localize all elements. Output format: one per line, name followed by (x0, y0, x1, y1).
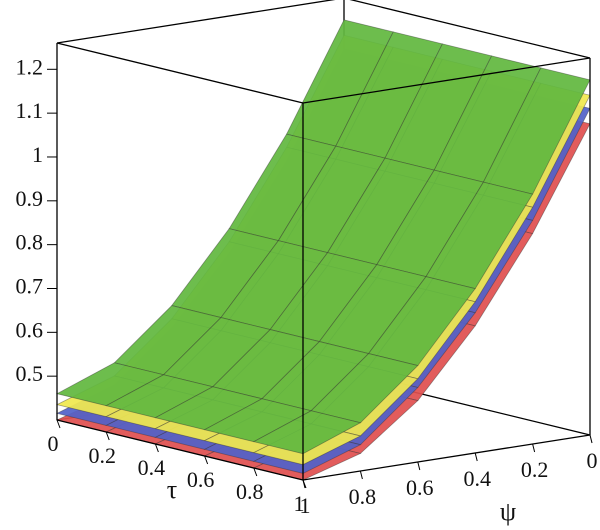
box-edge (56, 42, 304, 104)
y-tick (302, 479, 306, 489)
z-tick-label: 1.1 (16, 98, 44, 123)
z-tick-label: 0.9 (16, 186, 44, 211)
y-axis-title: ψ (500, 497, 516, 526)
x-tick-label: 0.2 (88, 443, 116, 468)
z-tick-label: 0.7 (16, 274, 44, 299)
x-tick-label: 0 (48, 431, 59, 456)
x-tick (105, 431, 110, 441)
y-tick (532, 443, 536, 453)
box-edge (56, 0, 336, 44)
x-tick-label: 0.6 (187, 467, 215, 492)
box-edge (302, 434, 591, 481)
x-axis-title: τ (167, 475, 177, 504)
x-tick-label: 0.4 (138, 455, 166, 480)
x-tick (204, 455, 209, 465)
x-tick-label: 0.8 (236, 479, 264, 504)
box-edge (56, 419, 304, 481)
box-edge (349, 0, 591, 59)
y-tick-label: 0 (587, 448, 598, 473)
x-tick (253, 467, 258, 477)
x-tick-label: 1 (294, 491, 305, 516)
z-tick-label: 0.8 (16, 230, 44, 255)
z-tick-label: 0.5 (16, 361, 44, 386)
y-tick-label: 1 (300, 493, 311, 518)
x-tick (154, 443, 159, 453)
y-tick (417, 461, 421, 471)
y-tick (589, 434, 593, 444)
box-edge (302, 57, 591, 104)
z-tick-label: 1.2 (16, 54, 44, 79)
x-tick (56, 419, 61, 429)
y-tick-label: 0.2 (521, 457, 549, 482)
y-tick-label: 0.4 (463, 466, 491, 491)
z-tick-label: 1 (32, 142, 43, 167)
y-tick-label: 0.6 (406, 475, 434, 500)
y-tick-label: 0.8 (349, 484, 377, 509)
z-tick-label: 0.6 (16, 317, 44, 342)
y-tick (359, 470, 363, 480)
y-tick (474, 452, 478, 462)
